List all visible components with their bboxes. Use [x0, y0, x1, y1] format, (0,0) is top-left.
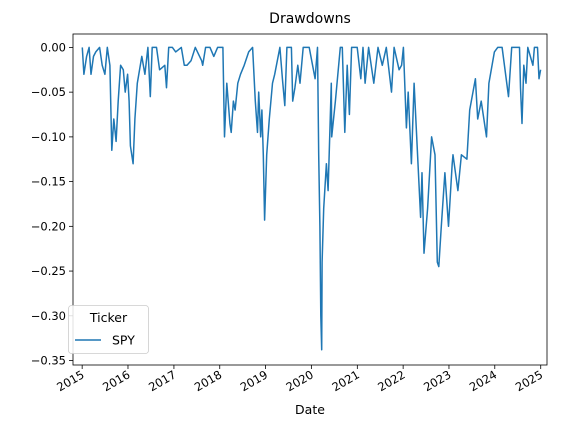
legend: Ticker SPY	[68, 305, 149, 354]
y-tick-label: 0.00	[40, 40, 66, 54]
legend-label-spy: SPY	[112, 333, 135, 348]
x-axis-title: Date	[295, 402, 325, 417]
y-tick-label: −0.10	[31, 130, 66, 144]
y-tick-label: −0.35	[31, 354, 66, 368]
y-tick-label: −0.05	[31, 85, 66, 99]
chart-title: Drawdowns	[269, 11, 351, 27]
y-tick-label: −0.25	[31, 264, 66, 278]
y-tick-label: −0.15	[31, 175, 66, 189]
legend-box	[68, 305, 149, 354]
y-axis-ticks: 0.00 −0.05 −0.10 −0.15 −0.20 −0.25 −0.30 −0.35	[31, 40, 73, 368]
series-line-spy	[81, 46, 542, 351]
plot-area	[81, 46, 542, 351]
y-tick-label: −0.30	[31, 309, 66, 323]
legend-title: Ticker	[89, 310, 128, 325]
plot-frame	[72, 33, 548, 366]
y-tick-label: −0.20	[31, 219, 66, 233]
